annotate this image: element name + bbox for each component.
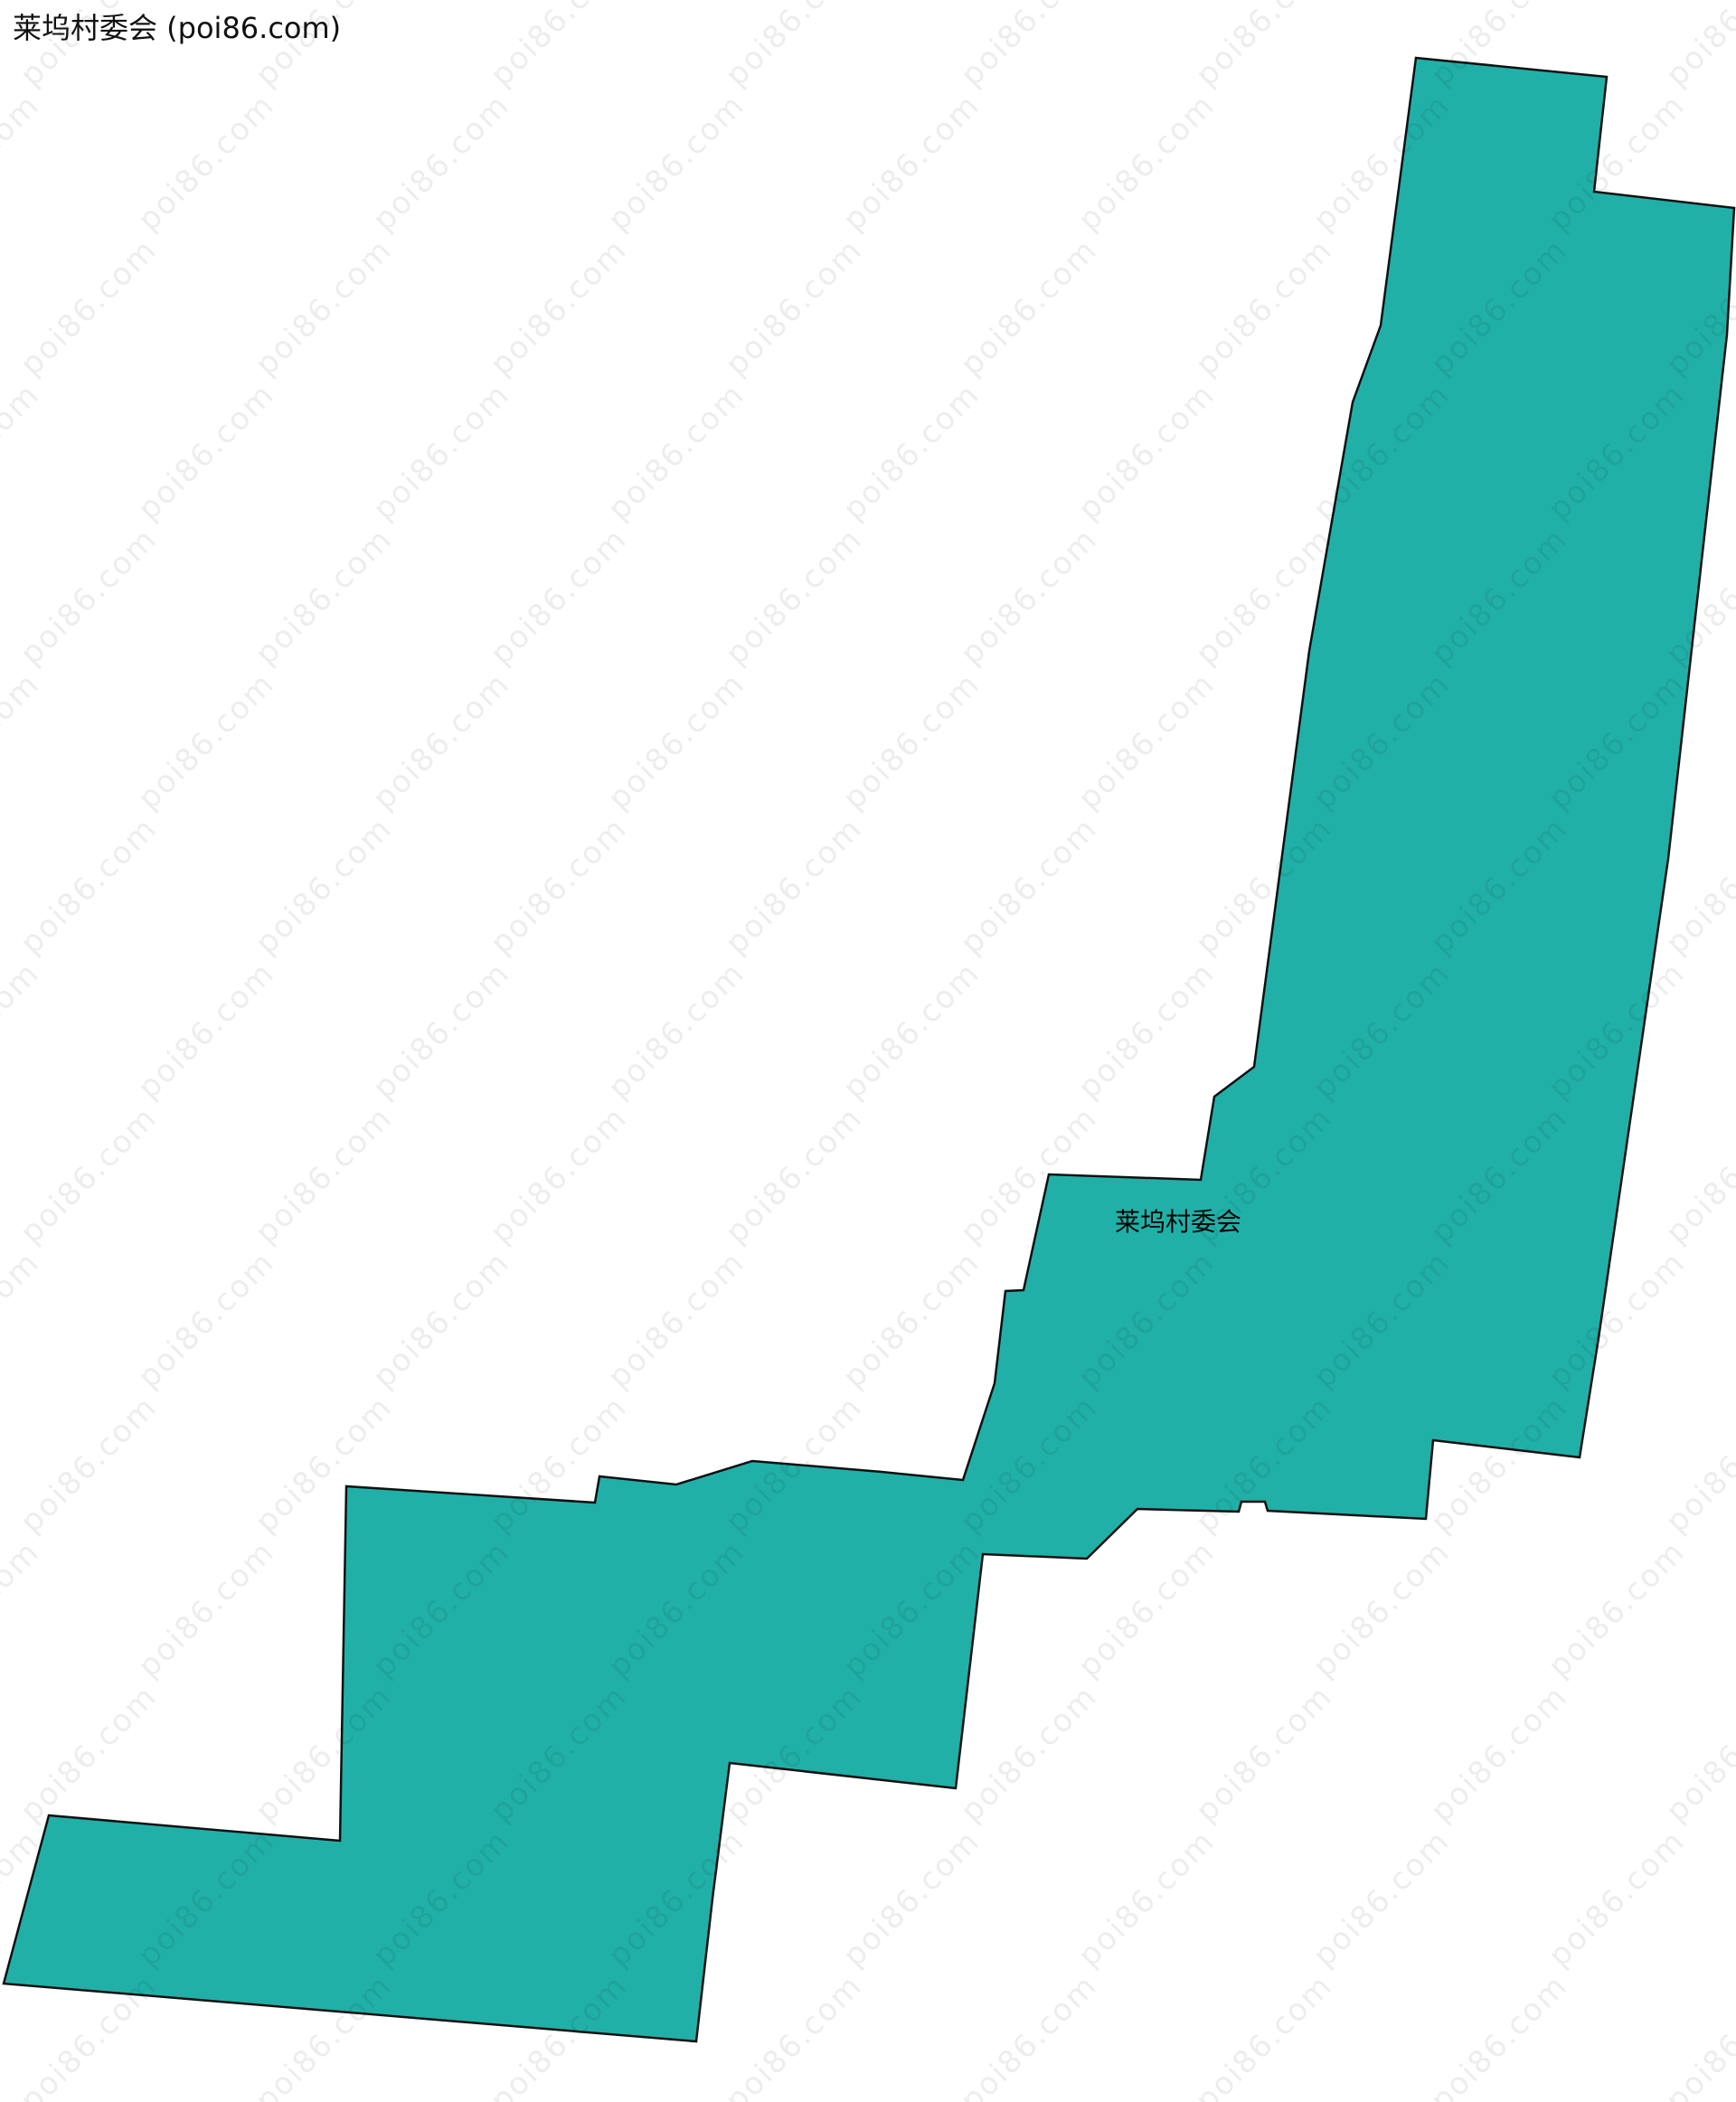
region-polygon bbox=[2, 56, 1736, 2043]
region-label: 莱坞村委会 bbox=[1114, 1207, 1242, 1237]
page-title: 莱坞村委会 (poi86.com) bbox=[13, 11, 342, 45]
